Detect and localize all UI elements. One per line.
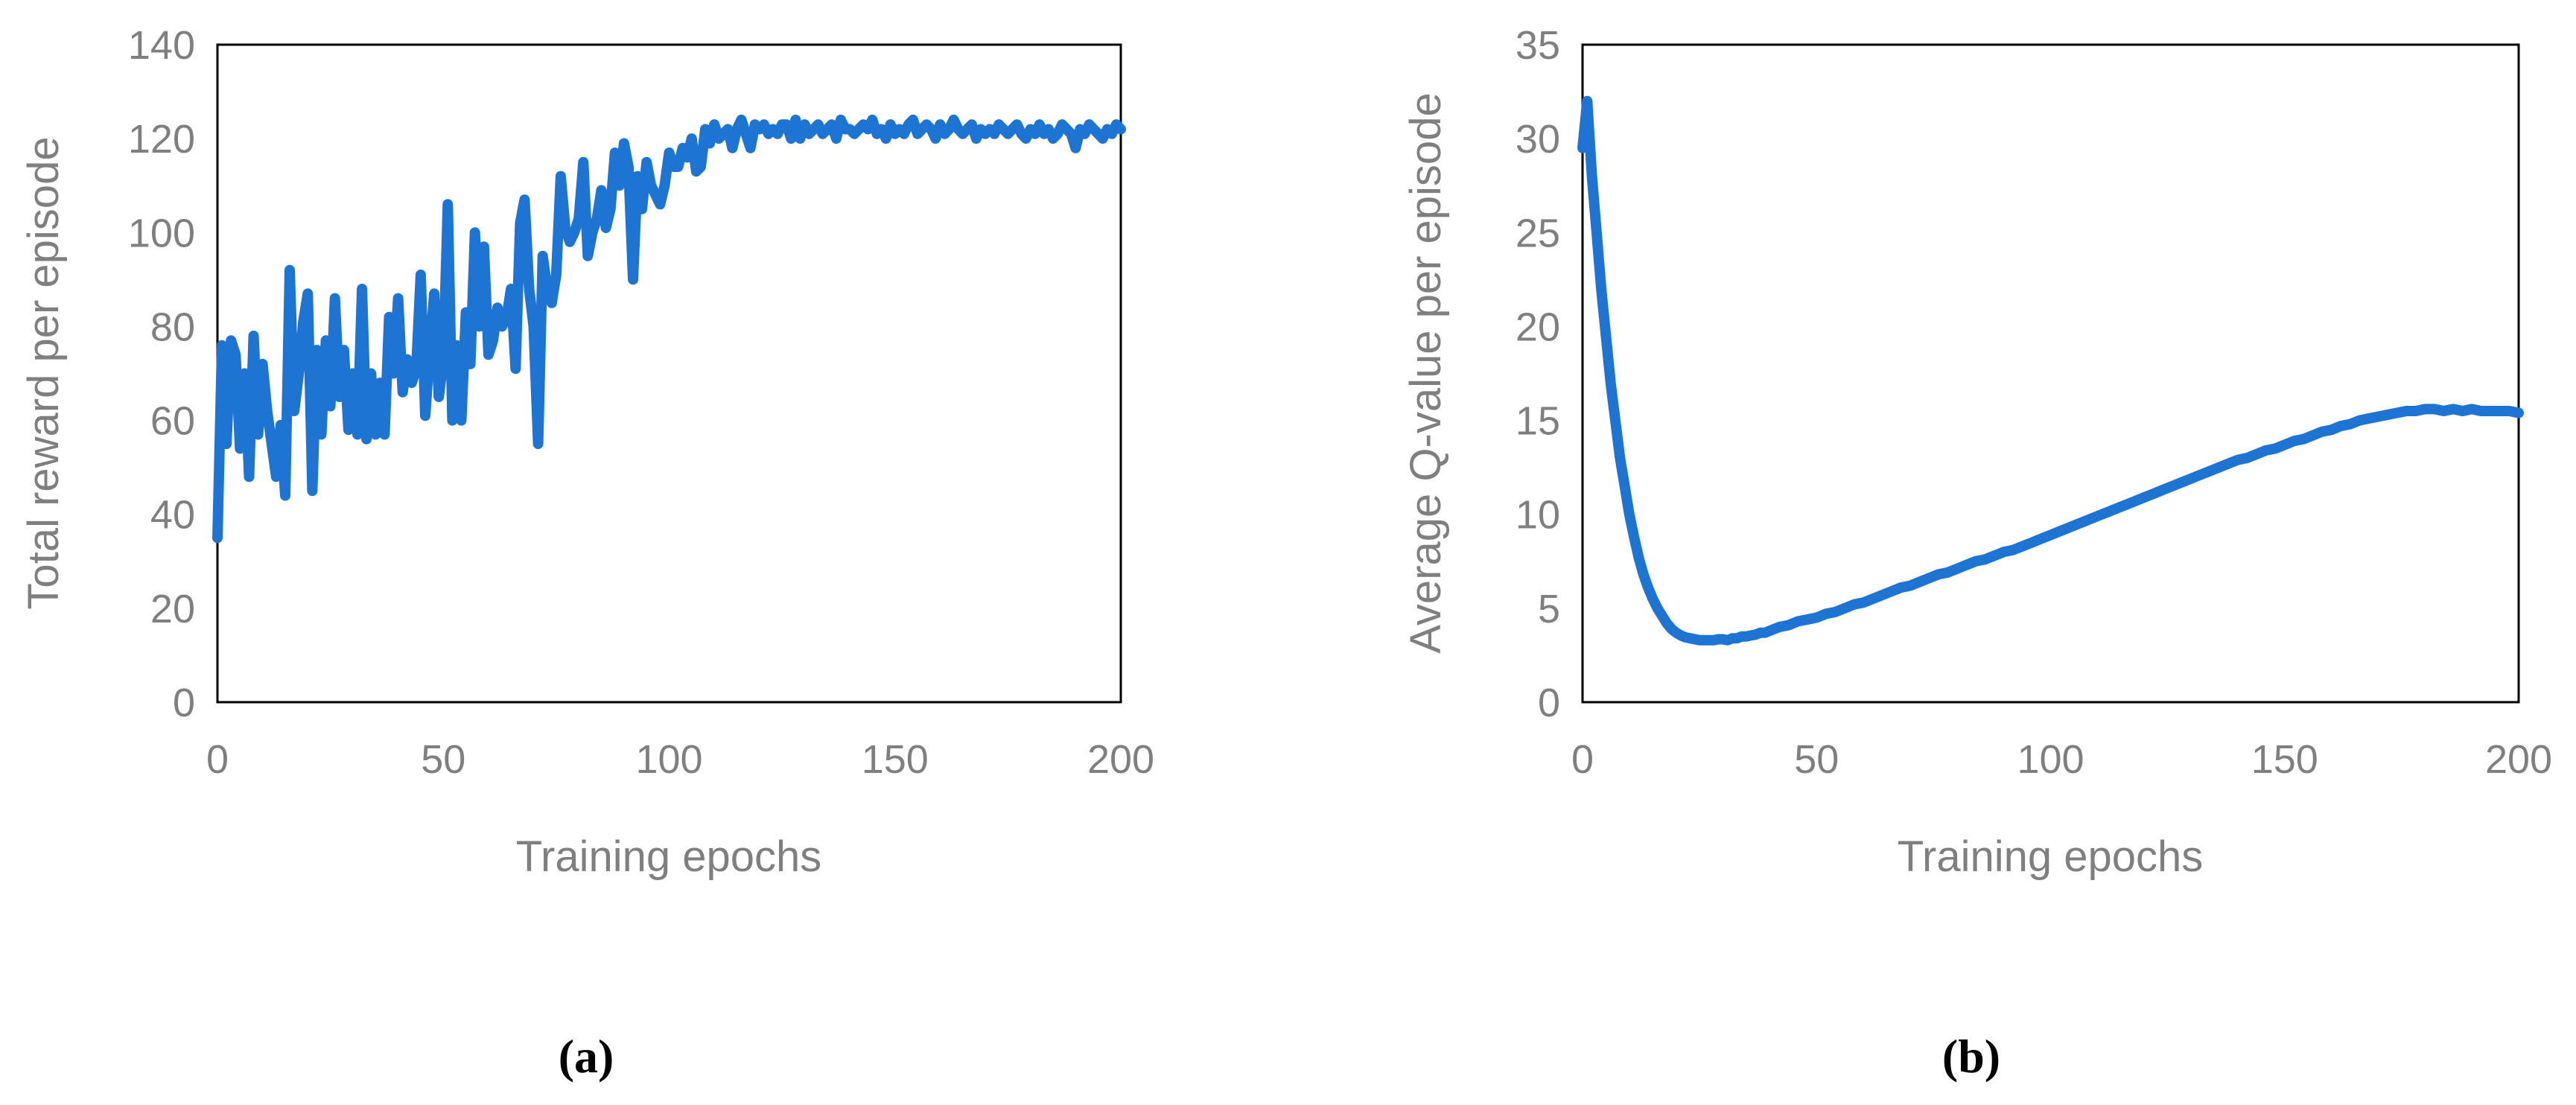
y-tick-label: 20	[1516, 305, 1560, 349]
y-tick-label: 60	[150, 399, 195, 444]
y-axis-title: Total reward per episode	[19, 136, 68, 609]
y-tick-label: 80	[150, 305, 195, 349]
y-tick-label: 120	[128, 117, 195, 162]
y-tick-label: 20	[150, 587, 195, 631]
chart-panel-a: 0 20 40 60 80 100 120 140 0 50 100 150 200 Training…	[19, 23, 1154, 1083]
y-tick-labels: 0 5 10 15 20 25 30 35	[1516, 23, 1560, 725]
x-tick-label: 150	[2251, 737, 2318, 782]
x-tick-label: 200	[2485, 737, 2552, 782]
series-line	[1577, 95, 2524, 646]
plot-area-frame	[1581, 43, 2520, 704]
x-axis-title: Training epochs	[1898, 832, 2204, 881]
chart-panel-b: 0 5 10 15 20 25 30 35 0 50 100 150 200 Training epo…	[1402, 23, 2552, 1083]
y-tick-label: 10	[1516, 493, 1560, 538]
y-tick-labels: 0 20 40 60 80 100 120 140	[128, 23, 195, 725]
y-tick-label: 35	[1516, 23, 1560, 68]
x-tick-label: 200	[1087, 737, 1154, 782]
y-tick-label: 25	[1516, 211, 1560, 255]
x-tick-label: 50	[1794, 737, 1839, 782]
y-tick-label: 140	[128, 23, 195, 68]
series-line-group	[212, 114, 1126, 544]
y-tick-label: 100	[128, 211, 195, 255]
y-tick-label: 0	[1538, 681, 1560, 725]
x-tick-label: 0	[206, 737, 229, 782]
x-tick-label: 100	[635, 737, 702, 782]
y-tick-label: 5	[1538, 587, 1560, 631]
y-tick-label: 0	[173, 681, 195, 725]
x-tick-label: 150	[862, 737, 929, 782]
x-tick-labels: 0 50 100 150 200	[206, 737, 1154, 782]
x-axis-title: Training epochs	[516, 832, 822, 881]
x-tick-labels: 0 50 100 150 200	[1571, 737, 2552, 782]
x-tick-label: 50	[421, 737, 465, 782]
y-tick-label: 40	[150, 493, 195, 538]
panel-label-b: (b)	[1942, 1030, 2000, 1083]
y-tick-label: 15	[1516, 399, 1560, 444]
panel-label-a: (a)	[559, 1030, 614, 1083]
x-tick-label: 100	[2017, 737, 2084, 782]
series-line	[212, 114, 1126, 544]
y-tick-label: 30	[1516, 117, 1560, 162]
series-line-group	[1577, 95, 2524, 646]
x-tick-label: 0	[1571, 737, 1594, 782]
y-axis-title: Average Q-value per episode	[1402, 92, 1450, 653]
